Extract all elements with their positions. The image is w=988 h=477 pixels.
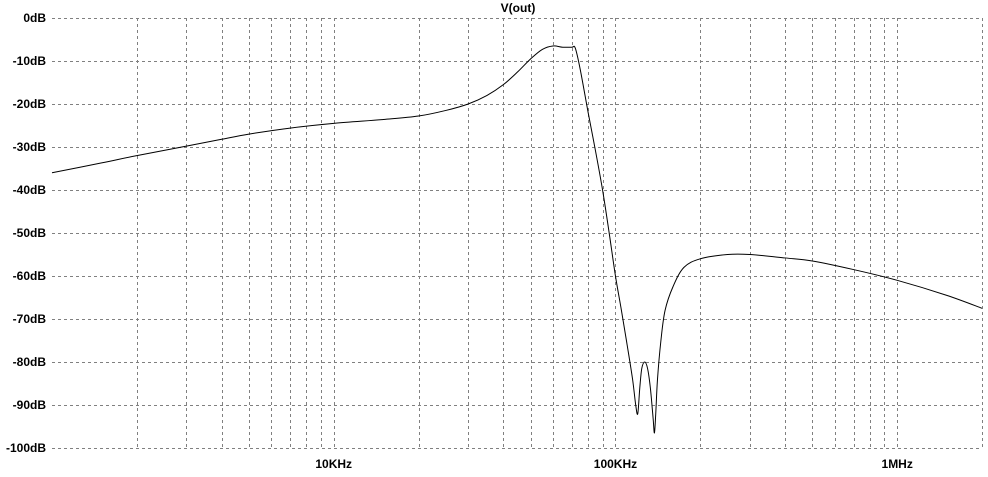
y-tick-label: -80dB: [13, 355, 47, 369]
y-tick-label: -90dB: [13, 398, 47, 412]
y-tick-label: -10dB: [13, 54, 47, 68]
x-tick-label: 1MHz: [882, 457, 913, 471]
x-tick-label: 10KHz: [315, 457, 352, 471]
y-tick-label: -70dB: [13, 312, 47, 326]
y-axis-tick-labels: 0dB -10dB -20dB -30dB -40dB -50dB -60dB -70dB -8…: [6, 11, 46, 455]
y-tick-label: 0dB: [23, 11, 46, 25]
y-tick-label: -50dB: [13, 226, 47, 240]
grid: [52, 18, 983, 449]
y-tick-label: -30dB: [13, 140, 47, 154]
y-tick-label: -20dB: [13, 97, 47, 111]
y-tick-label: -40dB: [13, 183, 47, 197]
x-tick-label: 100KHz: [594, 457, 637, 471]
x-axis-tick-labels: 10KHz 100KHz 1MHz: [315, 457, 912, 471]
series-line-vout: [51, 45, 983, 434]
chart-title: V(out): [501, 1, 536, 15]
y-tick-label: -100dB: [6, 441, 46, 455]
series-layer: [51, 45, 983, 434]
y-tick-label: -60dB: [13, 269, 47, 283]
